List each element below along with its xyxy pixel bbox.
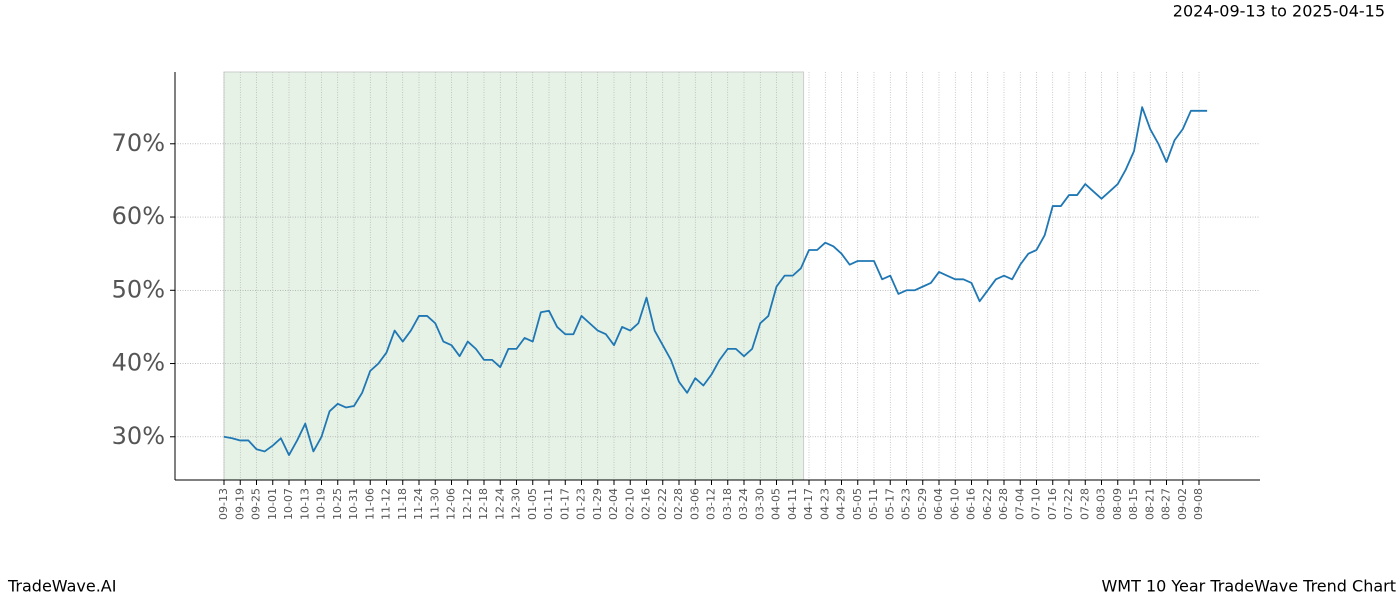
x-tick-label: 06-10 [948, 488, 961, 520]
x-tick-label: 02-16 [640, 488, 653, 520]
x-tick-label: 09-13 [217, 488, 230, 520]
x-tick-label: 08-09 [1111, 488, 1124, 520]
y-tick-label: 60% [112, 202, 165, 230]
x-tick-label: 08-27 [1160, 488, 1173, 520]
x-tick-label: 11-06 [363, 488, 376, 520]
x-tick-label: 08-21 [1143, 488, 1156, 520]
shaded-region [223, 71, 805, 481]
x-tick-label: 08-03 [1095, 488, 1108, 520]
x-tick-label: 01-11 [542, 488, 555, 520]
x-tick-label: 04-17 [802, 488, 815, 520]
x-tick-label: 03-12 [705, 488, 718, 520]
x-tick-label: 01-23 [575, 488, 588, 520]
x-tick-label: 03-18 [721, 488, 734, 520]
x-tick-label: 06-22 [981, 488, 994, 520]
x-tick-label: 12-24 [493, 488, 506, 520]
x-tick-label: 12-06 [445, 488, 458, 520]
x-tick-label: 12-12 [461, 488, 474, 520]
x-tick-label: 09-08 [1192, 488, 1205, 520]
x-tick-label: 10-25 [331, 488, 344, 520]
x-tick-label: 04-05 [770, 488, 783, 520]
x-tick-label: 10-01 [266, 488, 279, 520]
x-tick-label: 07-10 [1030, 488, 1043, 520]
x-tick-label: 03-24 [737, 488, 750, 520]
y-tick-label: 50% [112, 275, 165, 303]
x-tick-label: 10-13 [298, 488, 311, 520]
x-tick-label: 01-29 [591, 488, 604, 520]
x-tick-label: 12-30 [510, 488, 523, 520]
x-tick-label: 02-22 [656, 488, 669, 520]
x-tick-label: 05-05 [851, 488, 864, 520]
x-tick-label: 07-28 [1078, 488, 1091, 520]
x-tick-label: 06-16 [965, 488, 978, 520]
x-tick-label: 11-30 [428, 488, 441, 520]
x-tick-label: 05-23 [900, 488, 913, 520]
x-tick-label: 06-04 [932, 488, 945, 520]
x-tick-label: 04-29 [835, 488, 848, 520]
x-tick-label: 10-31 [347, 488, 360, 520]
x-tick-label: 10-07 [282, 488, 295, 520]
x-tick-label: 04-23 [818, 488, 831, 520]
x-tick-label: 07-22 [1062, 488, 1075, 520]
x-tick-label: 11-24 [412, 488, 425, 520]
x-tick-label: 11-18 [396, 488, 409, 520]
y-tick-label: 40% [112, 349, 165, 377]
x-tick-label: 03-30 [753, 488, 766, 520]
x-tick-label: 01-17 [558, 488, 571, 520]
x-tick-label: 02-04 [607, 488, 620, 520]
x-tick-label: 02-10 [623, 488, 636, 520]
x-tick-label: 06-28 [997, 488, 1010, 520]
x-tick-label: 05-17 [883, 488, 896, 520]
x-tick-label: 09-25 [250, 488, 263, 520]
x-tick-label: 12-18 [477, 488, 490, 520]
x-tick-label: 07-04 [1013, 488, 1026, 520]
x-tick-label: 04-11 [786, 488, 799, 520]
chart-title: 2024-09-13 to 2025-04-15 [1173, 2, 1385, 21]
x-tick-label: 05-29 [916, 488, 929, 520]
x-tick-label: 08-15 [1127, 488, 1140, 520]
x-tick-label: 10-19 [315, 488, 328, 520]
y-tick-label: 70% [112, 129, 165, 157]
x-tick-label: 07-16 [1046, 488, 1059, 520]
x-tick-label: 03-06 [688, 488, 701, 520]
x-tick-label: 05-11 [867, 488, 880, 520]
x-tick-label: 11-12 [380, 488, 393, 520]
x-tick-label: 09-19 [233, 488, 246, 520]
footer-left: TradeWave.AI [7, 577, 116, 596]
x-tick-label: 01-05 [526, 488, 539, 520]
series-line [223, 106, 1208, 456]
y-tick-label: 30% [112, 422, 165, 450]
x-tick-label: 02-28 [672, 488, 685, 520]
x-tick-label: 09-02 [1176, 488, 1189, 520]
footer-right: WMT 10 Year TradeWave Trend Chart [1101, 577, 1396, 596]
